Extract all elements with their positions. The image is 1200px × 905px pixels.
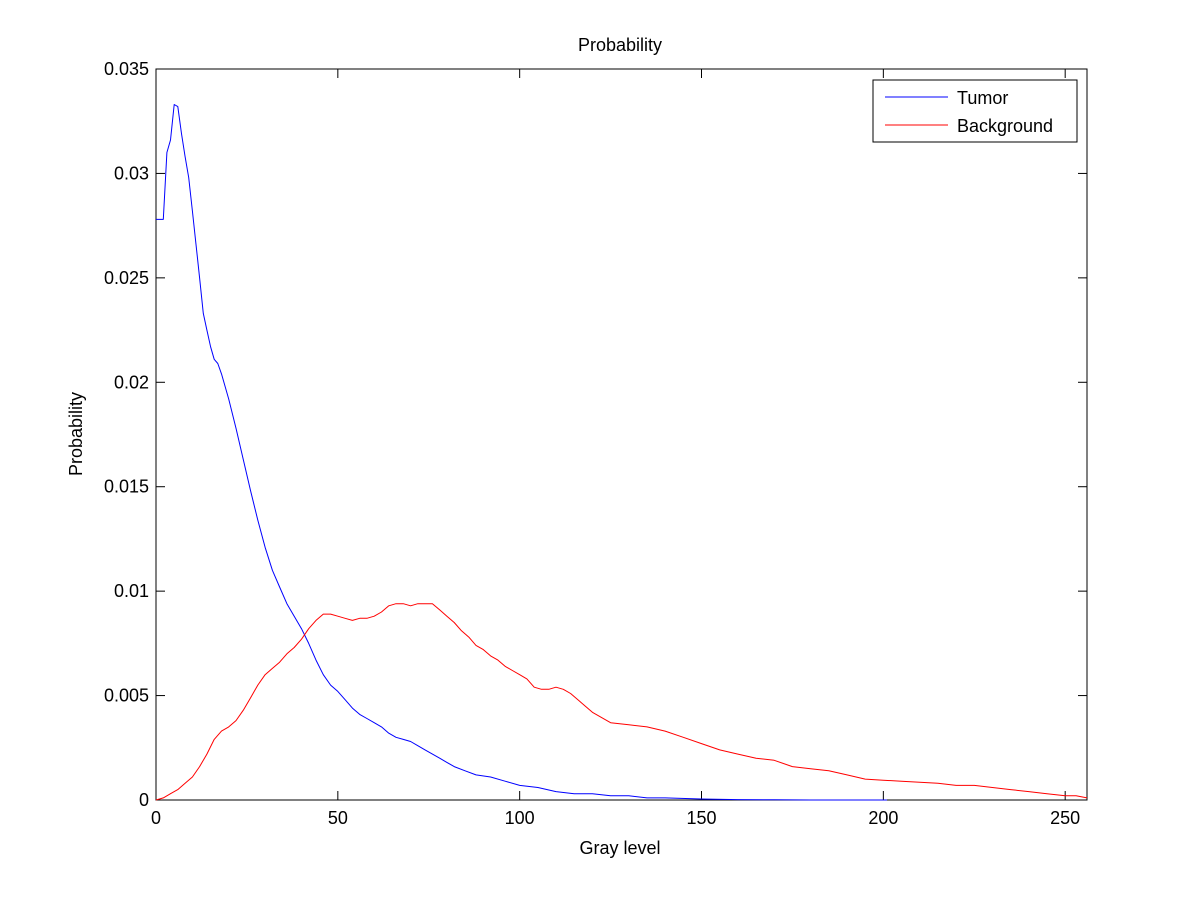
legend-box (872, 79, 1078, 143)
x-tick-label: 200 (868, 808, 898, 828)
y-tick-label: 0.035 (104, 59, 149, 79)
series-line-tumor (156, 104, 887, 801)
y-tick-label: 0.025 (104, 268, 149, 288)
y-tick-label: 0 (139, 790, 149, 810)
x-tick-label: 0 (151, 808, 161, 828)
y-tick-label: 0.02 (114, 372, 149, 392)
legend-label-background: Background (957, 116, 1053, 136)
legend: Tumor Background (872, 79, 1078, 143)
y-tick-label: 0.005 (104, 686, 149, 706)
series-line-background (155, 603, 1088, 801)
x-tick-label: 150 (686, 808, 716, 828)
legend-label-tumor: Tumor (957, 88, 1008, 108)
series-lines (155, 104, 1088, 801)
y-tick-label: 0.03 (114, 163, 149, 183)
y-tick-label: 0.015 (104, 477, 149, 497)
x-axis-label: Gray level (579, 838, 660, 858)
y-axis: 0 0.005 0.01 0.015 0.02 0.025 0.03 0.035 (104, 59, 1087, 810)
x-axis: 0 50 100 150 200 250 (151, 69, 1080, 828)
x-tick-label: 50 (328, 808, 348, 828)
y-tick-label: 0.01 (114, 581, 149, 601)
x-tick-label: 100 (505, 808, 535, 828)
plot-area (155, 68, 1088, 801)
plot-frame (155, 68, 1088, 801)
y-axis-label: Probability (66, 392, 86, 476)
chart-title: Probability (578, 35, 662, 55)
x-tick-label: 250 (1050, 808, 1080, 828)
